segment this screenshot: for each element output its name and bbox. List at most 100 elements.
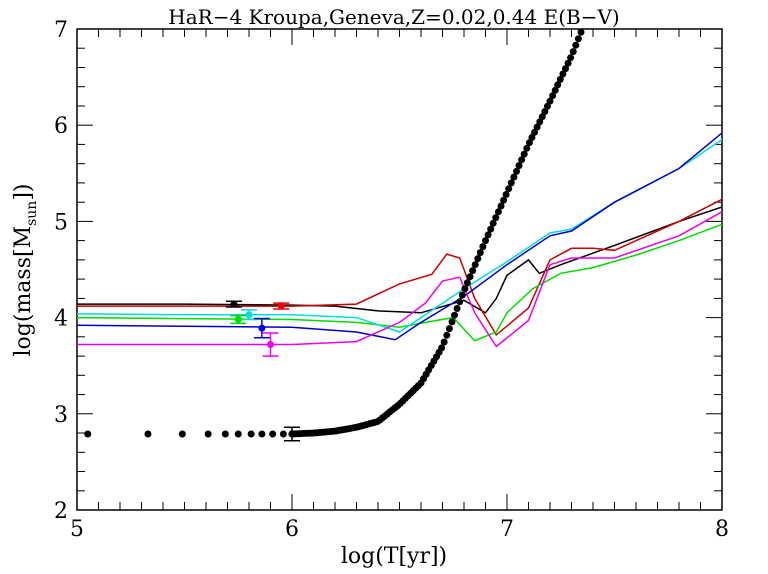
track-point <box>538 113 546 121</box>
x-axis-label: log(T[yr]) <box>341 544 447 569</box>
track-point <box>505 185 513 193</box>
track-point <box>204 430 212 438</box>
track-point <box>525 139 533 147</box>
track-point <box>489 219 497 227</box>
track-point <box>269 430 277 438</box>
track-point <box>178 430 186 438</box>
x-tick-label: 8 <box>715 517 729 542</box>
track-point <box>458 291 466 299</box>
track-point <box>487 225 495 233</box>
track-point <box>234 430 242 438</box>
dotted-track <box>84 28 585 438</box>
track-point <box>536 118 544 126</box>
y-tick-label: 3 <box>54 403 68 428</box>
track-point <box>438 344 446 352</box>
track-point <box>549 92 557 100</box>
track-point <box>502 191 510 198</box>
track-point <box>445 325 453 333</box>
y-tick-label: 6 <box>54 114 68 139</box>
track-point <box>221 430 229 438</box>
axis-ticks <box>76 28 723 511</box>
track-point <box>533 123 541 131</box>
plot-frame <box>76 28 723 511</box>
track-point <box>144 430 152 438</box>
track-point <box>443 331 451 339</box>
track-point <box>476 249 484 257</box>
series-line <box>77 198 723 337</box>
observed-point <box>234 316 242 324</box>
track-point <box>469 267 477 275</box>
series-line <box>76 138 723 333</box>
track-point <box>574 35 582 43</box>
track-point <box>484 231 492 239</box>
track-point <box>453 305 461 312</box>
track-point <box>492 214 500 222</box>
observed-point <box>230 300 238 308</box>
track-point <box>518 156 526 164</box>
y-tick-label: 4 <box>54 307 68 332</box>
track-point <box>541 108 549 115</box>
track-point <box>497 202 505 210</box>
track-point <box>479 243 487 251</box>
track-point <box>523 144 531 152</box>
y-axis-label: log(mass[Msun]) <box>11 183 40 356</box>
y-axis-label-main: log(mass[M <box>11 226 36 357</box>
track-point <box>440 338 448 346</box>
track-point <box>562 65 569 73</box>
track-point <box>567 54 575 62</box>
y-axis-label-end: ]) <box>11 183 36 200</box>
series-line <box>76 132 723 341</box>
track-point <box>461 285 469 293</box>
track-point <box>448 318 456 326</box>
observed-point <box>277 302 285 310</box>
series-line <box>77 211 723 348</box>
observed-point <box>258 324 266 332</box>
track-point <box>546 97 554 105</box>
y-tick-label: 5 <box>54 210 68 235</box>
track-point <box>494 208 502 216</box>
y-tick-label: 7 <box>54 18 68 43</box>
track-point <box>531 128 538 136</box>
track-point <box>528 134 536 141</box>
track-point <box>500 196 508 204</box>
x-tick-label: 7 <box>500 517 514 542</box>
track-point <box>279 430 287 438</box>
y-tick-label: 2 <box>54 499 68 524</box>
chart-title: HaR−4 Kroupa,Geneva,Z=0.02,0.44 E(B−V) <box>168 5 619 29</box>
track-point <box>84 430 92 438</box>
series-line <box>77 206 723 314</box>
track-point <box>247 430 255 438</box>
series-line <box>76 223 723 342</box>
track-point <box>572 41 580 49</box>
y-tick-labels: 2 3 4 5 6 7 <box>54 18 68 524</box>
track-point <box>520 150 528 158</box>
track-point <box>577 28 585 36</box>
track-point <box>559 70 567 78</box>
track-point <box>456 298 464 306</box>
track-point <box>474 255 482 263</box>
x-tick-label: 5 <box>70 517 84 542</box>
track-point <box>258 430 266 438</box>
track-point <box>513 167 520 175</box>
observed-points <box>225 300 300 442</box>
track-point <box>515 162 523 170</box>
track-point <box>471 261 479 269</box>
track-point <box>510 173 518 181</box>
track-point <box>451 311 458 319</box>
track-point <box>556 75 564 83</box>
x-tick-label: 6 <box>285 517 299 542</box>
track-point <box>554 81 562 89</box>
track-point <box>482 237 489 245</box>
track-point <box>564 59 572 67</box>
track-point <box>569 48 577 56</box>
observed-point <box>245 311 253 319</box>
y-axis-label-sub: sun <box>24 201 40 226</box>
model-lines <box>76 132 723 348</box>
track-point <box>551 86 559 94</box>
track-point <box>466 273 474 281</box>
observed-point <box>267 341 274 349</box>
x-tick-labels: 5 6 7 8 <box>70 517 729 542</box>
track-point <box>507 179 515 187</box>
track-point <box>463 279 471 287</box>
